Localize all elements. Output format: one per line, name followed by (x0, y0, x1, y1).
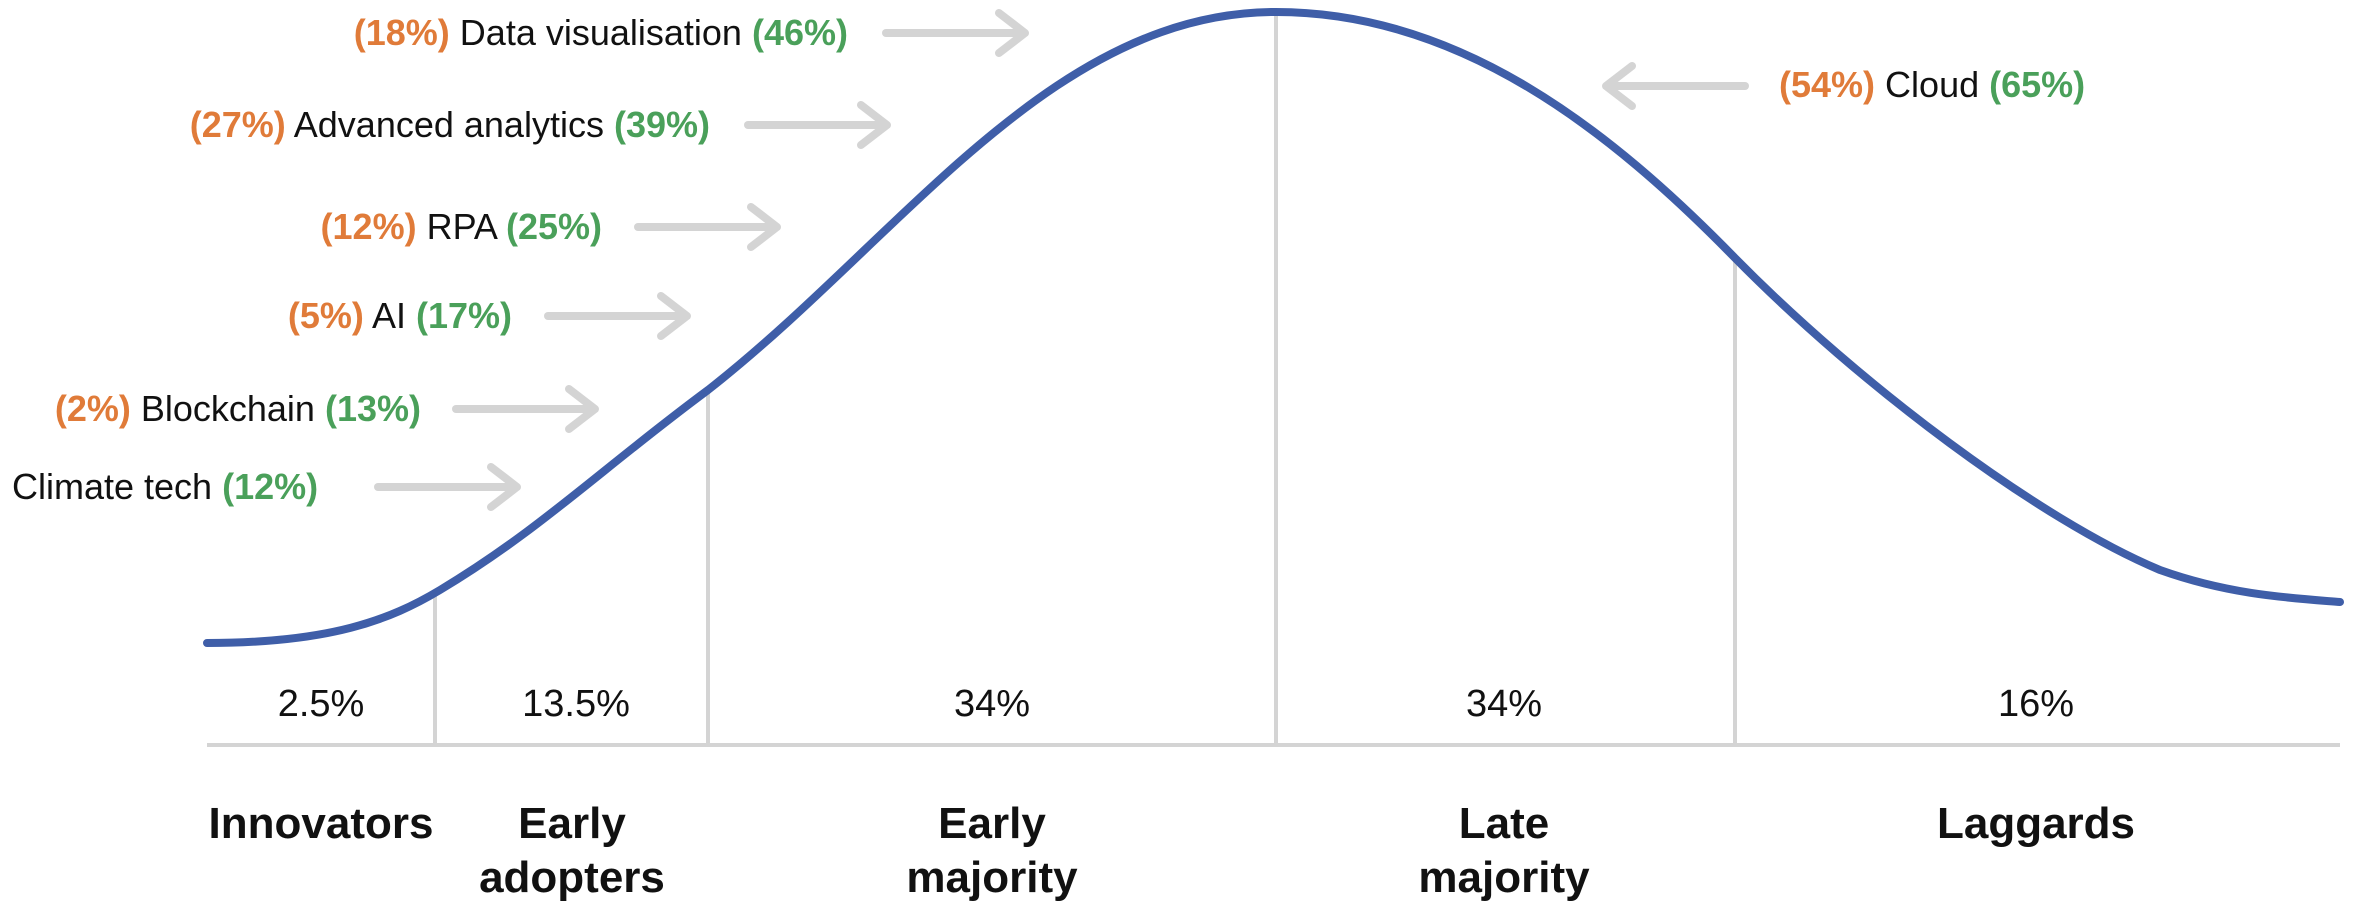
segment-name-early-majority-line1: Early (938, 799, 1046, 848)
segment-name-early-majority-line2: majority (906, 853, 1078, 902)
segment-names: Innovators Early adopters Early majority… (209, 799, 2135, 902)
label-ai: (5%) AI (17%) (288, 295, 512, 336)
after-pct: (25%) (506, 206, 602, 247)
adoption-bell-curve (203, 7, 2344, 647)
after-pct: (65%) (1989, 64, 2085, 105)
tech-name: Cloud (1885, 64, 1979, 105)
arrow-rpa (634, 203, 781, 251)
arrow-climate-tech (374, 463, 521, 511)
label-climate-tech: Climate tech (12%) (12, 466, 318, 507)
segment-name-early-adopters-line2: adopters (479, 853, 665, 902)
segment-percentages: 2.5% 13.5% 34% 34% 16% (278, 683, 2074, 725)
label-data-visualisation: (18%) Data visualisation (46%) (354, 12, 848, 53)
after-pct: (12%) (222, 466, 318, 507)
before-pct: (54%) (1779, 64, 1875, 105)
before-pct: (27%) (190, 104, 286, 145)
segment-percent-late-majority: 34% (1466, 683, 1542, 725)
segment-name-late-majority-line2: majority (1418, 853, 1590, 902)
before-pct: (2%) (55, 388, 131, 429)
segment-percent-early-adopters: 13.5% (522, 683, 630, 725)
arrow-cloud (1602, 62, 1749, 110)
arrow-blockchain (452, 385, 599, 433)
tech-name: RPA (427, 206, 498, 247)
arrow-advanced-analytics (744, 101, 891, 149)
segment-name-late-majority-line1: Late (1459, 799, 1549, 848)
after-pct: (39%) (614, 104, 710, 145)
label-advanced-analytics: (27%) Advanced analytics (39%) (190, 104, 710, 145)
tech-name: Advanced analytics (294, 104, 604, 145)
after-pct: (13%) (325, 388, 421, 429)
tech-name: Climate tech (12, 466, 212, 507)
after-pct: (17%) (416, 295, 512, 336)
label-cloud: (54%) Cloud (65%) (1779, 64, 2085, 105)
segment-percent-early-majority: 34% (954, 683, 1030, 725)
label-rpa: (12%) RPA (25%) (321, 206, 602, 247)
label-blockchain: (2%) Blockchain (13%) (55, 388, 421, 429)
tech-name: Blockchain (141, 388, 315, 429)
arrow-data-visualisation (882, 9, 1029, 57)
arrow-ai (544, 292, 691, 340)
before-pct: (18%) (354, 12, 450, 53)
segment-percent-innovators: 2.5% (278, 683, 365, 725)
segment-name-innovators: Innovators (209, 799, 434, 848)
tech-name: Data visualisation (460, 12, 742, 53)
segment-percent-laggards: 16% (1998, 683, 2074, 725)
segment-name-early-adopters-line1: Early (518, 799, 626, 848)
before-pct: (12%) (321, 206, 417, 247)
before-pct: (5%) (288, 295, 364, 336)
after-pct: (46%) (752, 12, 848, 53)
segment-name-laggards: Laggards (1937, 799, 2135, 848)
technology-arrows (374, 9, 1749, 511)
technology-labels: (18%) Data visualisation (46%) (27%) Adv… (12, 12, 2085, 507)
tech-name: AI (372, 295, 406, 336)
